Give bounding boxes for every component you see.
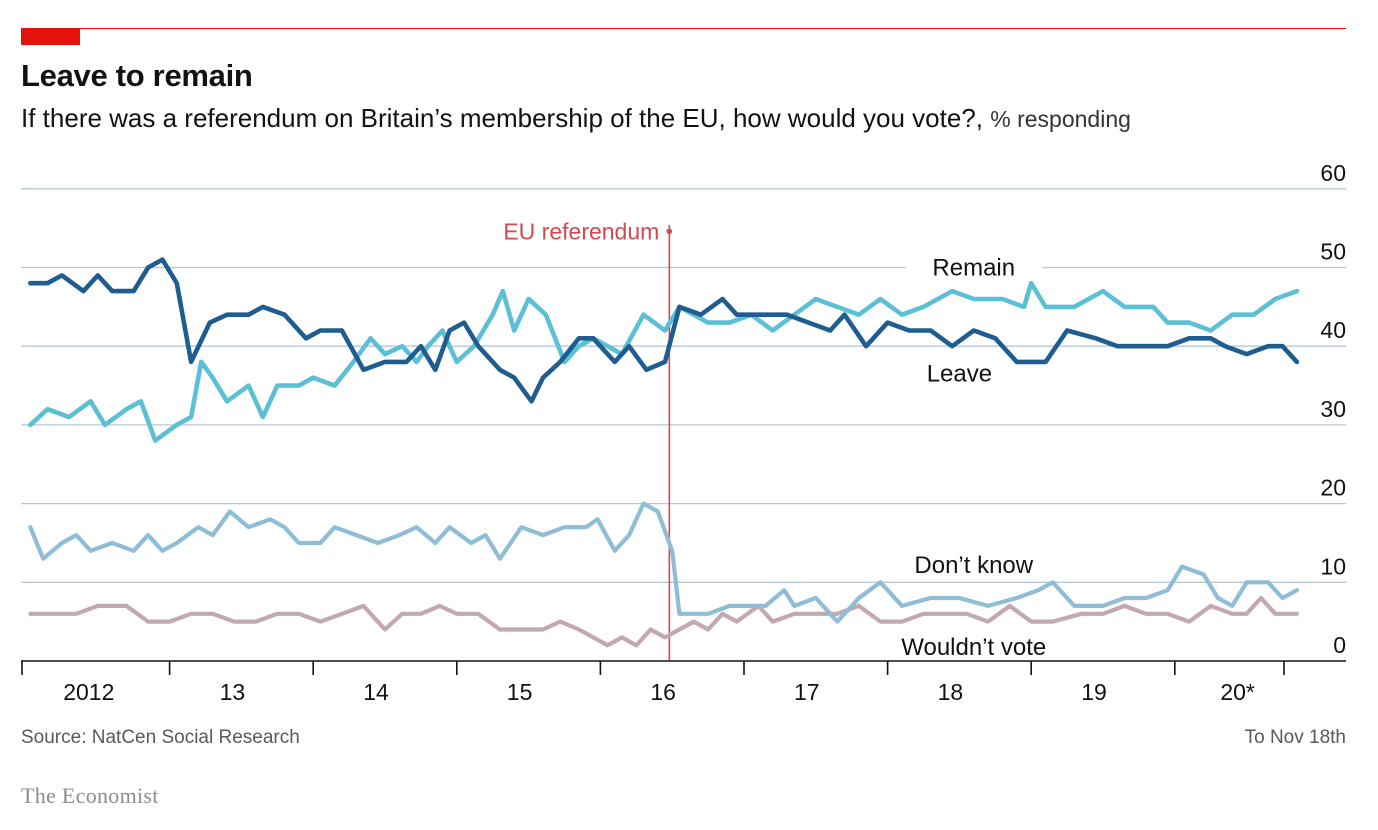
date-note: To Nov 18th	[1244, 727, 1346, 748]
top-rule	[21, 28, 1346, 29]
x-tick-label: 20*	[1220, 679, 1255, 705]
x-tick-label: 16	[650, 679, 676, 705]
series-label-wouldnt-vote: Wouldn’t vote	[901, 634, 1046, 661]
series-label-remain: Remain	[932, 255, 1015, 282]
brand-red-tab	[21, 28, 80, 45]
x-tick-label: 15	[507, 679, 533, 705]
chart-subtitle: If there was a referendum on Britain’s m…	[21, 103, 1131, 134]
x-tick-label: 17	[794, 679, 820, 705]
referendum-marker	[666, 228, 673, 235]
y-tick-label: 60	[1320, 160, 1346, 186]
y-tick-label: 10	[1320, 553, 1346, 579]
source-note: Source: NatCen Social Research	[21, 727, 300, 748]
series-line-dont-know	[28, 501, 1299, 624]
series-label-dont-know: Don’t know	[914, 552, 1033, 579]
subtitle-question: If there was a referendum on Britain’s m…	[21, 103, 984, 133]
x-tick-label: 18	[938, 679, 964, 705]
economist-wordmark: The Economist	[21, 783, 159, 808]
x-tick-label: 13	[220, 679, 246, 705]
series-line-remain	[28, 280, 1300, 443]
x-tick-label: 19	[1081, 679, 1107, 705]
chart-title: Leave to remain	[21, 58, 253, 93]
y-tick-label: 50	[1320, 239, 1346, 265]
y-tick-label: 40	[1320, 317, 1346, 343]
y-tick-label: 0	[1333, 632, 1346, 658]
subtitle-unit: % responding	[990, 106, 1131, 132]
y-tick-label: 20	[1320, 475, 1346, 501]
series-line-wouldnt-vote	[28, 595, 1299, 648]
referendum-label: EU referendum	[503, 218, 659, 244]
series-line-leave	[28, 257, 1300, 404]
y-tick-label: 30	[1320, 396, 1346, 422]
series-label-leave: Leave	[927, 361, 992, 388]
remain-label-backing	[905, 257, 1042, 278]
x-tick-label: 14	[363, 679, 389, 705]
x-tick-label: 2012	[63, 679, 114, 705]
